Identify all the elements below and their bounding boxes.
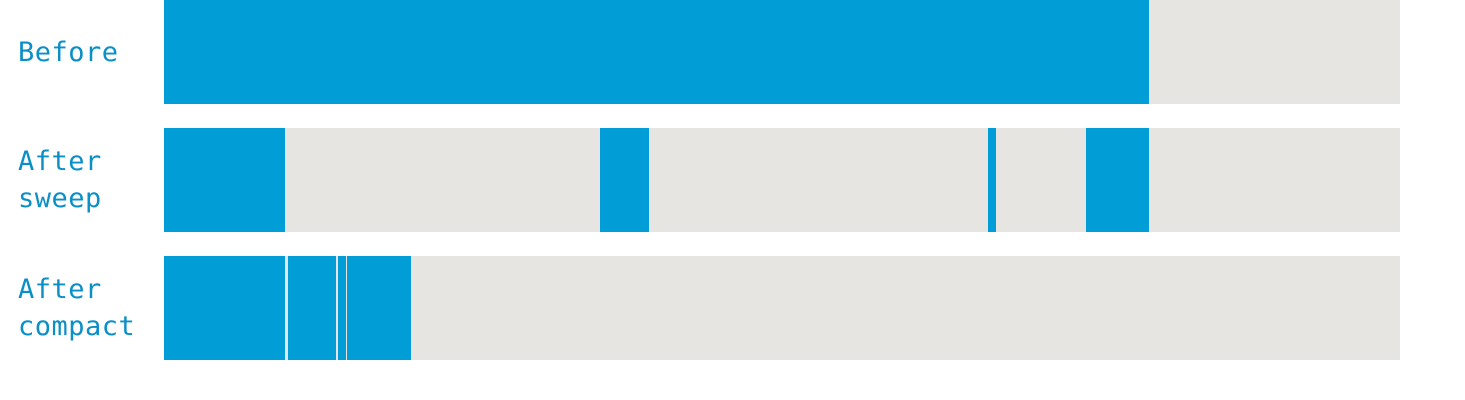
allocated-block — [164, 256, 285, 360]
allocated-block — [988, 128, 996, 232]
row-after-compact: After compact — [0, 256, 1465, 360]
allocated-block — [288, 256, 336, 360]
memory-track — [164, 128, 1400, 232]
row-label-line: compact — [18, 311, 136, 342]
allocated-block — [164, 128, 285, 232]
allocated-block — [1086, 128, 1149, 232]
allocated-block — [347, 256, 411, 360]
row-before: Before — [0, 0, 1465, 104]
row-label: After compact — [18, 256, 158, 360]
memory-track — [164, 256, 1400, 360]
row-label: After sweep — [18, 128, 158, 232]
row-label-line: After — [18, 274, 102, 305]
row-label-line: Before — [18, 36, 119, 68]
memory-track — [164, 0, 1400, 104]
row-label-line: After — [18, 146, 102, 177]
row-after-sweep: After sweep — [0, 128, 1465, 232]
allocated-block — [338, 256, 346, 360]
row-label-line: sweep — [18, 183, 102, 214]
allocated-block — [164, 0, 1149, 104]
row-label: Before — [18, 0, 158, 104]
allocated-block — [600, 128, 649, 232]
